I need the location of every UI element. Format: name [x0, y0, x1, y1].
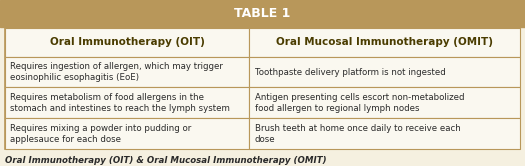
- FancyBboxPatch shape: [249, 87, 520, 118]
- Text: Brush teeth at home once daily to receive each
dose: Brush teeth at home once daily to receiv…: [255, 124, 460, 144]
- FancyBboxPatch shape: [249, 57, 520, 87]
- Text: Requires mixing a powder into pudding or
applesauce for each dose: Requires mixing a powder into pudding or…: [10, 124, 192, 144]
- FancyBboxPatch shape: [0, 0, 525, 27]
- Text: Requires metabolism of food allergens in the
stomach and intestines to reach the: Requires metabolism of food allergens in…: [10, 93, 230, 113]
- Text: Oral Mucosal Immunotherapy (OMIT): Oral Mucosal Immunotherapy (OMIT): [276, 37, 493, 47]
- FancyBboxPatch shape: [5, 118, 249, 149]
- FancyBboxPatch shape: [249, 28, 520, 57]
- Text: Requires ingestion of allergen, which may trigger
eosinophilic esophagitis (EoE): Requires ingestion of allergen, which ma…: [10, 62, 223, 82]
- FancyBboxPatch shape: [5, 28, 249, 57]
- Text: TABLE 1: TABLE 1: [234, 7, 291, 20]
- FancyBboxPatch shape: [5, 57, 249, 87]
- FancyBboxPatch shape: [5, 28, 520, 149]
- FancyBboxPatch shape: [249, 118, 520, 149]
- Text: Oral Immunotherapy (OIT) & Oral Mucosal Immunotherapy (OMIT): Oral Immunotherapy (OIT) & Oral Mucosal …: [5, 156, 327, 165]
- Text: Antigen presenting cells escort non-metabolized
food allergen to regional lymph : Antigen presenting cells escort non-meta…: [255, 93, 464, 113]
- FancyBboxPatch shape: [5, 87, 249, 118]
- Text: Toothpaste delivery platform is not ingested: Toothpaste delivery platform is not inge…: [255, 68, 445, 77]
- Text: Oral Immunotherapy (OIT): Oral Immunotherapy (OIT): [50, 37, 205, 47]
